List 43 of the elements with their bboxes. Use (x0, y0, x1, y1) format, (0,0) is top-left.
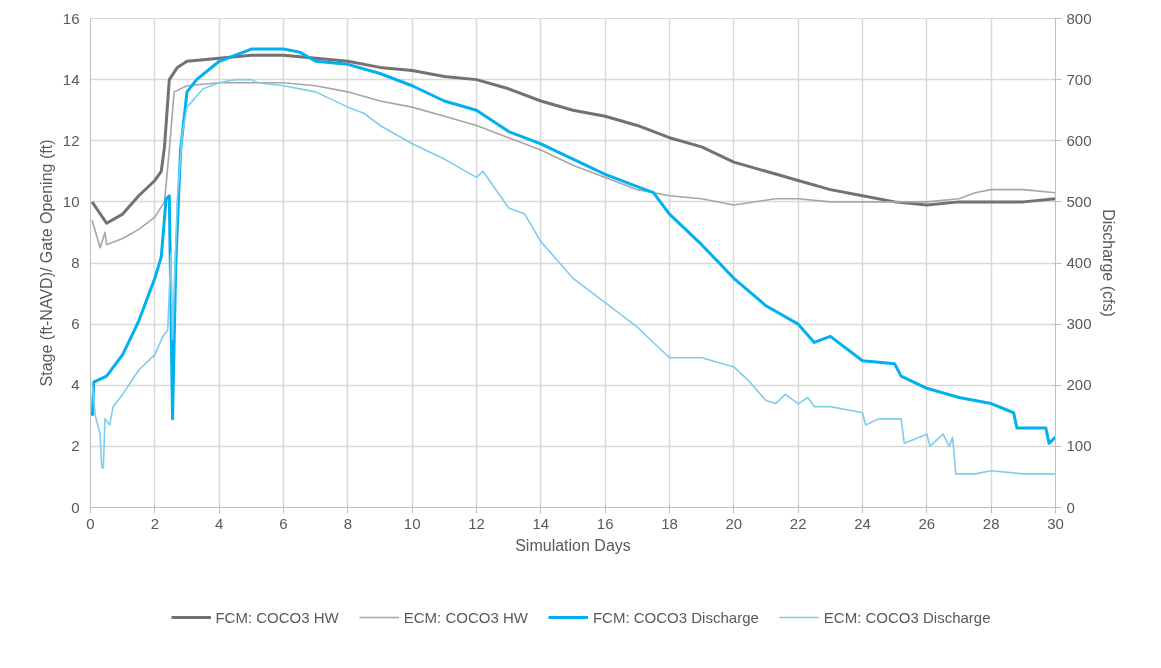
y2-tick-label: 200 (1066, 376, 1092, 394)
legend-label: ECM: COCO3 Discharge (823, 608, 991, 626)
legend-label: ECM: COCO3 HW (403, 608, 528, 626)
x-tick-label: 10 (403, 514, 421, 532)
legend-label: FCM: COCO3 Discharge (592, 608, 759, 626)
y-tick-label: 16 (62, 9, 80, 27)
x-tick-label: 14 (532, 514, 550, 532)
x-tick-label: 8 (343, 514, 353, 532)
x-tick-label: 26 (918, 514, 936, 532)
y-tick-label: 4 (71, 376, 80, 394)
x-tick-label: 30 (1047, 514, 1064, 532)
y2-tick-label: 700 (1066, 70, 1092, 88)
y-tick-label: 12 (62, 131, 80, 149)
y-tick-label: 2 (71, 437, 80, 455)
y-tick-label: 8 (71, 254, 80, 271)
y2-tick-label: 800 (1066, 9, 1092, 27)
x-tick-label: 12 (468, 514, 485, 532)
y-axis-title: Stage (ft-NAVD)/ Gate Opening (ft) (37, 139, 55, 387)
x-tick-label: 4 (215, 514, 224, 532)
x-tick-label: 22 (789, 514, 807, 532)
x-tick-label: 6 (279, 514, 288, 532)
x-tick-label: 2 (150, 514, 160, 532)
y2-tick-label: 300 (1066, 315, 1092, 333)
y2-tick-label: 400 (1066, 254, 1092, 271)
legend-label: FCM: COCO3 HW (215, 608, 339, 626)
y-tick-label: 6 (71, 315, 80, 333)
y-tick-label: 10 (62, 192, 80, 210)
line-series (90, 53, 1056, 225)
x-tick-label: 24 (854, 514, 871, 532)
y2-tick-label: 0 (1066, 498, 1075, 516)
x-tick-label: 18 (661, 514, 678, 532)
y2-tick-label: 100 (1066, 437, 1092, 455)
y2-tick-label: 500 (1066, 192, 1092, 210)
x-axis-title: Simulation Days (515, 536, 631, 554)
x-tick-label: 16 (596, 514, 614, 532)
y2-tick-label: 600 (1066, 131, 1092, 149)
y2-axis-title: Discharge (cfs) (1099, 209, 1117, 317)
x-tick-label: 20 (725, 514, 743, 532)
x-tick-label: 28 (982, 514, 1000, 532)
y-tick-label: 14 (62, 70, 80, 88)
x-tick-label: 0 (86, 514, 95, 532)
line-series (91, 81, 1056, 249)
y-tick-label: 0 (71, 498, 80, 516)
